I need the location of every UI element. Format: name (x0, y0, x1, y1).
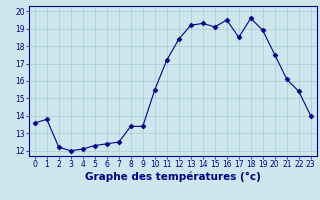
X-axis label: Graphe des températures (°c): Graphe des températures (°c) (85, 172, 261, 182)
